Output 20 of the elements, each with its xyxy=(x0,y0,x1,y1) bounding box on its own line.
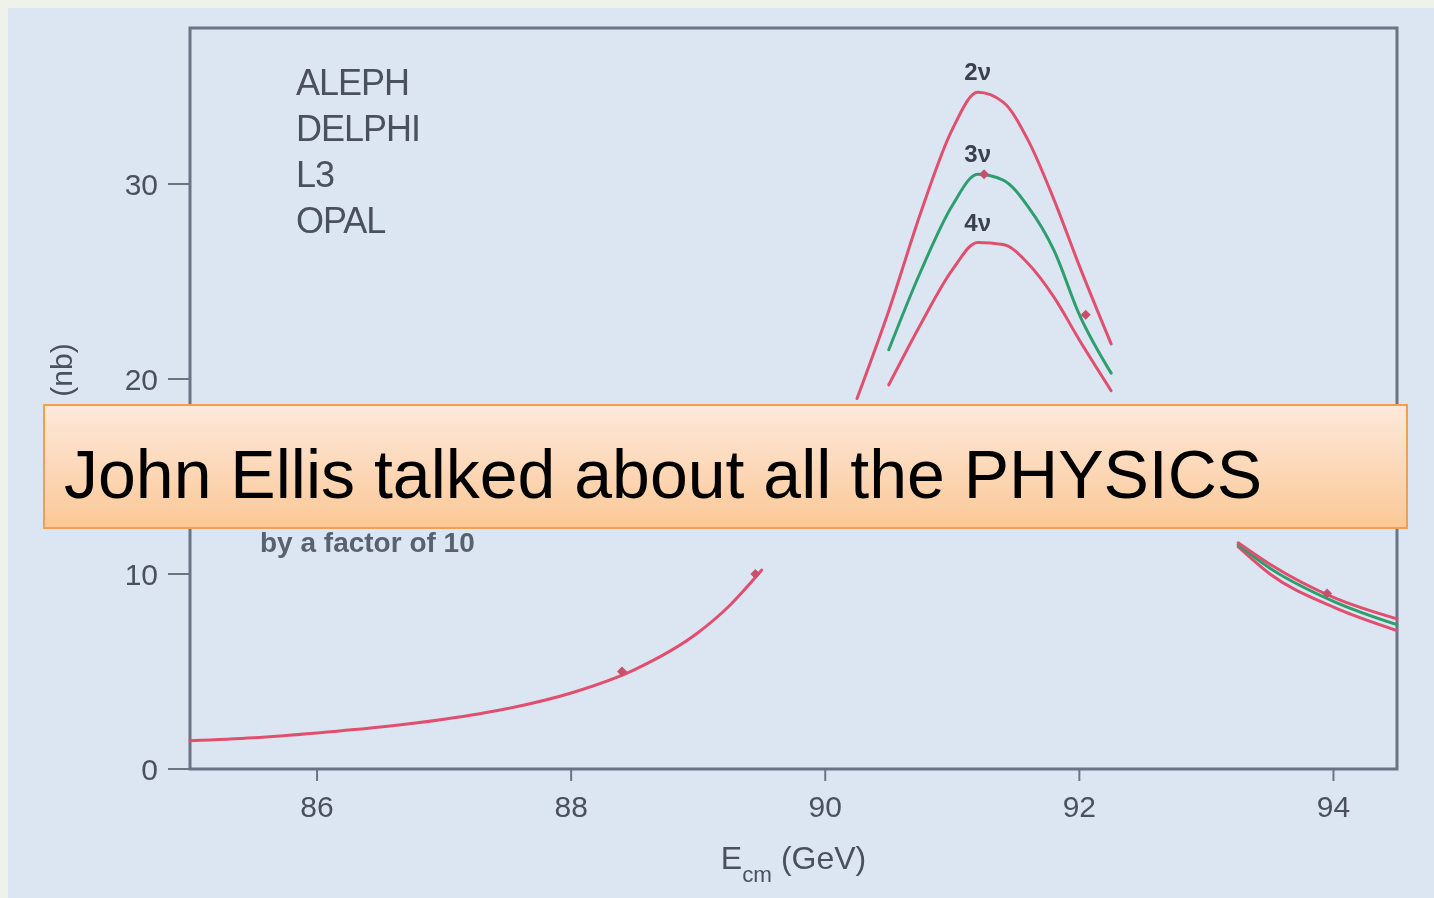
series-label: 2ν xyxy=(964,58,992,86)
x-tick-label: 86 xyxy=(300,790,334,823)
x-tick-label: 90 xyxy=(808,790,842,823)
series-label: 3ν xyxy=(964,140,992,168)
series-label: 4ν xyxy=(964,208,992,236)
annotation: OPAL xyxy=(296,200,386,241)
y-axis-title: (nb) xyxy=(45,343,78,397)
y-tick-label: 30 xyxy=(124,168,158,201)
y-tick-label: 0 xyxy=(141,753,158,786)
y-tick-label: 20 xyxy=(124,363,158,396)
x-tick-label: 88 xyxy=(554,790,588,823)
x-tick-label: 94 xyxy=(1316,790,1351,823)
x-axis-title: E$_{cm}$ (GeV) xyxy=(720,840,867,887)
x-tick-label: 92 xyxy=(1062,790,1097,823)
annotation: by a factor of 10 xyxy=(260,527,475,558)
annotation: L3 xyxy=(296,154,335,195)
annotation: ALEPH xyxy=(296,62,410,103)
y-tick-label: 10 xyxy=(124,558,158,591)
annotation: John Ellis talked about all the PHYSICS xyxy=(64,436,1263,512)
annotation: DELPHI xyxy=(296,108,421,149)
